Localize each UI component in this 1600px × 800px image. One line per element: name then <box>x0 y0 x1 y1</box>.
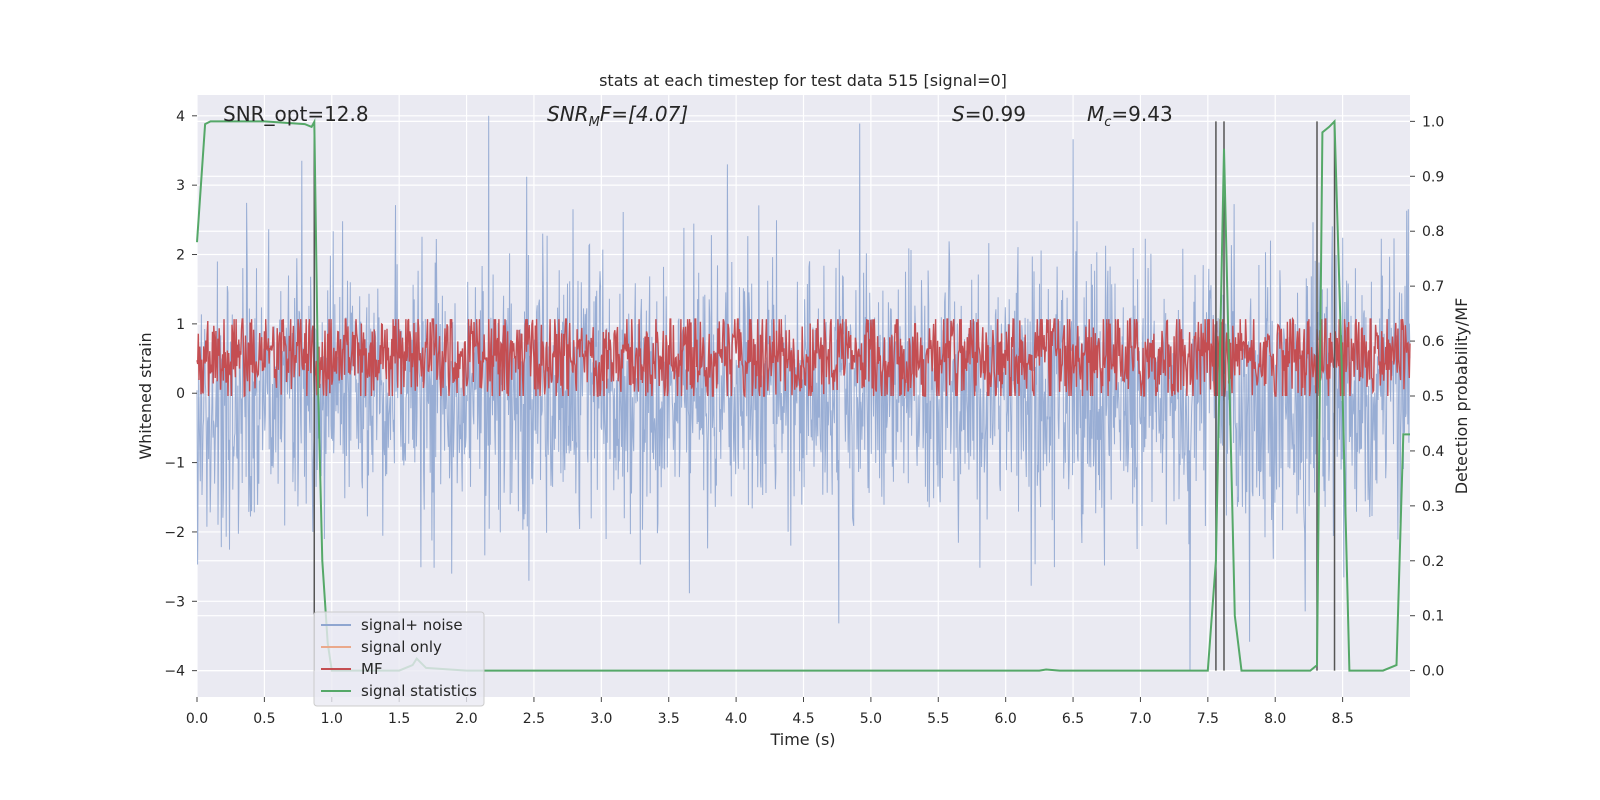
y-left-tick-label: 0 <box>176 386 185 402</box>
y-axis-left-label: Whitened strain <box>136 332 155 459</box>
y-right-tick-label: 0.9 <box>1422 169 1444 185</box>
x-tick-label: 4.0 <box>725 711 747 727</box>
y-right-tick-label: 0.0 <box>1422 664 1444 680</box>
x-tick-label: 6.0 <box>995 711 1017 727</box>
y-right-tick-label: 0.1 <box>1422 609 1444 625</box>
y-axis-right-ticks: 1.0 0.9 0.8 0.7 0.6 0.5 0.4 0.3 0.2 0.1 0.0 <box>1410 114 1444 680</box>
annotation-snr-opt: SNR_opt=12.8 <box>223 102 369 126</box>
y-left-tick-label: −1 <box>164 456 185 472</box>
y-right-tick-label: 0.8 <box>1422 224 1444 240</box>
x-tick-label: 5.5 <box>927 711 949 727</box>
y-right-tick-label: 0.6 <box>1422 334 1444 350</box>
legend-label-signal-noise: signal+ noise <box>361 616 463 634</box>
legend-box <box>313 611 485 707</box>
x-tick-label: 5.0 <box>860 711 882 727</box>
x-tick-label: 0.0 <box>186 711 208 727</box>
mf-series <box>196 316 1411 398</box>
y-right-tick-label: 0.7 <box>1422 279 1444 295</box>
y-left-tick-label: 2 <box>176 248 185 264</box>
y-left-tick-label: −2 <box>164 525 185 541</box>
y-left-tick-label: 1 <box>176 317 185 333</box>
y-axis-left-ticks: 4 3 2 1 0 −1 −2 −3 −4 <box>164 109 197 680</box>
annotation-s: S=0.99 <box>952 102 1026 126</box>
y-right-tick-label: 0.3 <box>1422 499 1444 515</box>
y-left-tick-label: −3 <box>164 594 185 610</box>
x-tick-label: 3.0 <box>590 711 612 727</box>
x-tick-label: 4.5 <box>792 711 814 727</box>
annotation-snr-mf: SNRMF=[4.07] <box>547 102 688 130</box>
x-tick-label: 2.5 <box>523 711 545 727</box>
x-tick-label: 7.0 <box>1129 711 1151 727</box>
y-right-tick-label: 0.4 <box>1422 444 1444 460</box>
y-left-tick-label: −4 <box>164 664 185 680</box>
y-axis-right-label: Detection probability/MF <box>1452 298 1471 495</box>
x-tick-label: 0.5 <box>253 711 275 727</box>
legend-label-signal-only: signal only <box>361 638 442 656</box>
y-left-tick-label: 4 <box>176 109 185 125</box>
x-tick-label: 3.5 <box>658 711 680 727</box>
x-axis-label: Time (s) <box>769 730 835 749</box>
x-tick-label: 2.0 <box>455 711 477 727</box>
mf-line <box>196 316 1411 398</box>
legend: signal+ noise signal only MF signal stat… <box>313 611 485 707</box>
x-tick-label: 6.5 <box>1062 711 1084 727</box>
chart-title: stats at each timestep for test data 515… <box>599 71 1007 90</box>
signal-statistics-series <box>196 118 1410 672</box>
x-tick-label: 8.0 <box>1264 711 1286 727</box>
x-tick-label: 8.5 <box>1331 711 1353 727</box>
y-right-tick-label: 0.2 <box>1422 554 1444 570</box>
x-tick-label: 1.0 <box>321 711 343 727</box>
x-tick-label: 7.5 <box>1197 711 1219 727</box>
y-right-tick-label: 0.5 <box>1422 389 1444 405</box>
legend-label-signal-statistics: signal statistics <box>361 682 477 700</box>
y-right-tick-label: 1.0 <box>1422 114 1444 130</box>
legend-label-mf: MF <box>361 660 383 678</box>
annotation-mc: Mc=9.43 <box>1087 102 1173 130</box>
signal-statistics-line <box>196 118 1410 672</box>
x-tick-label: 1.5 <box>388 711 410 727</box>
y-left-tick-label: 3 <box>176 178 185 194</box>
x-axis-ticks: 0.0 0.5 1.0 1.5 2.0 2.5 3.0 3.5 4.0 4.5 5.0 5.5 6.0 6… <box>186 697 1354 727</box>
